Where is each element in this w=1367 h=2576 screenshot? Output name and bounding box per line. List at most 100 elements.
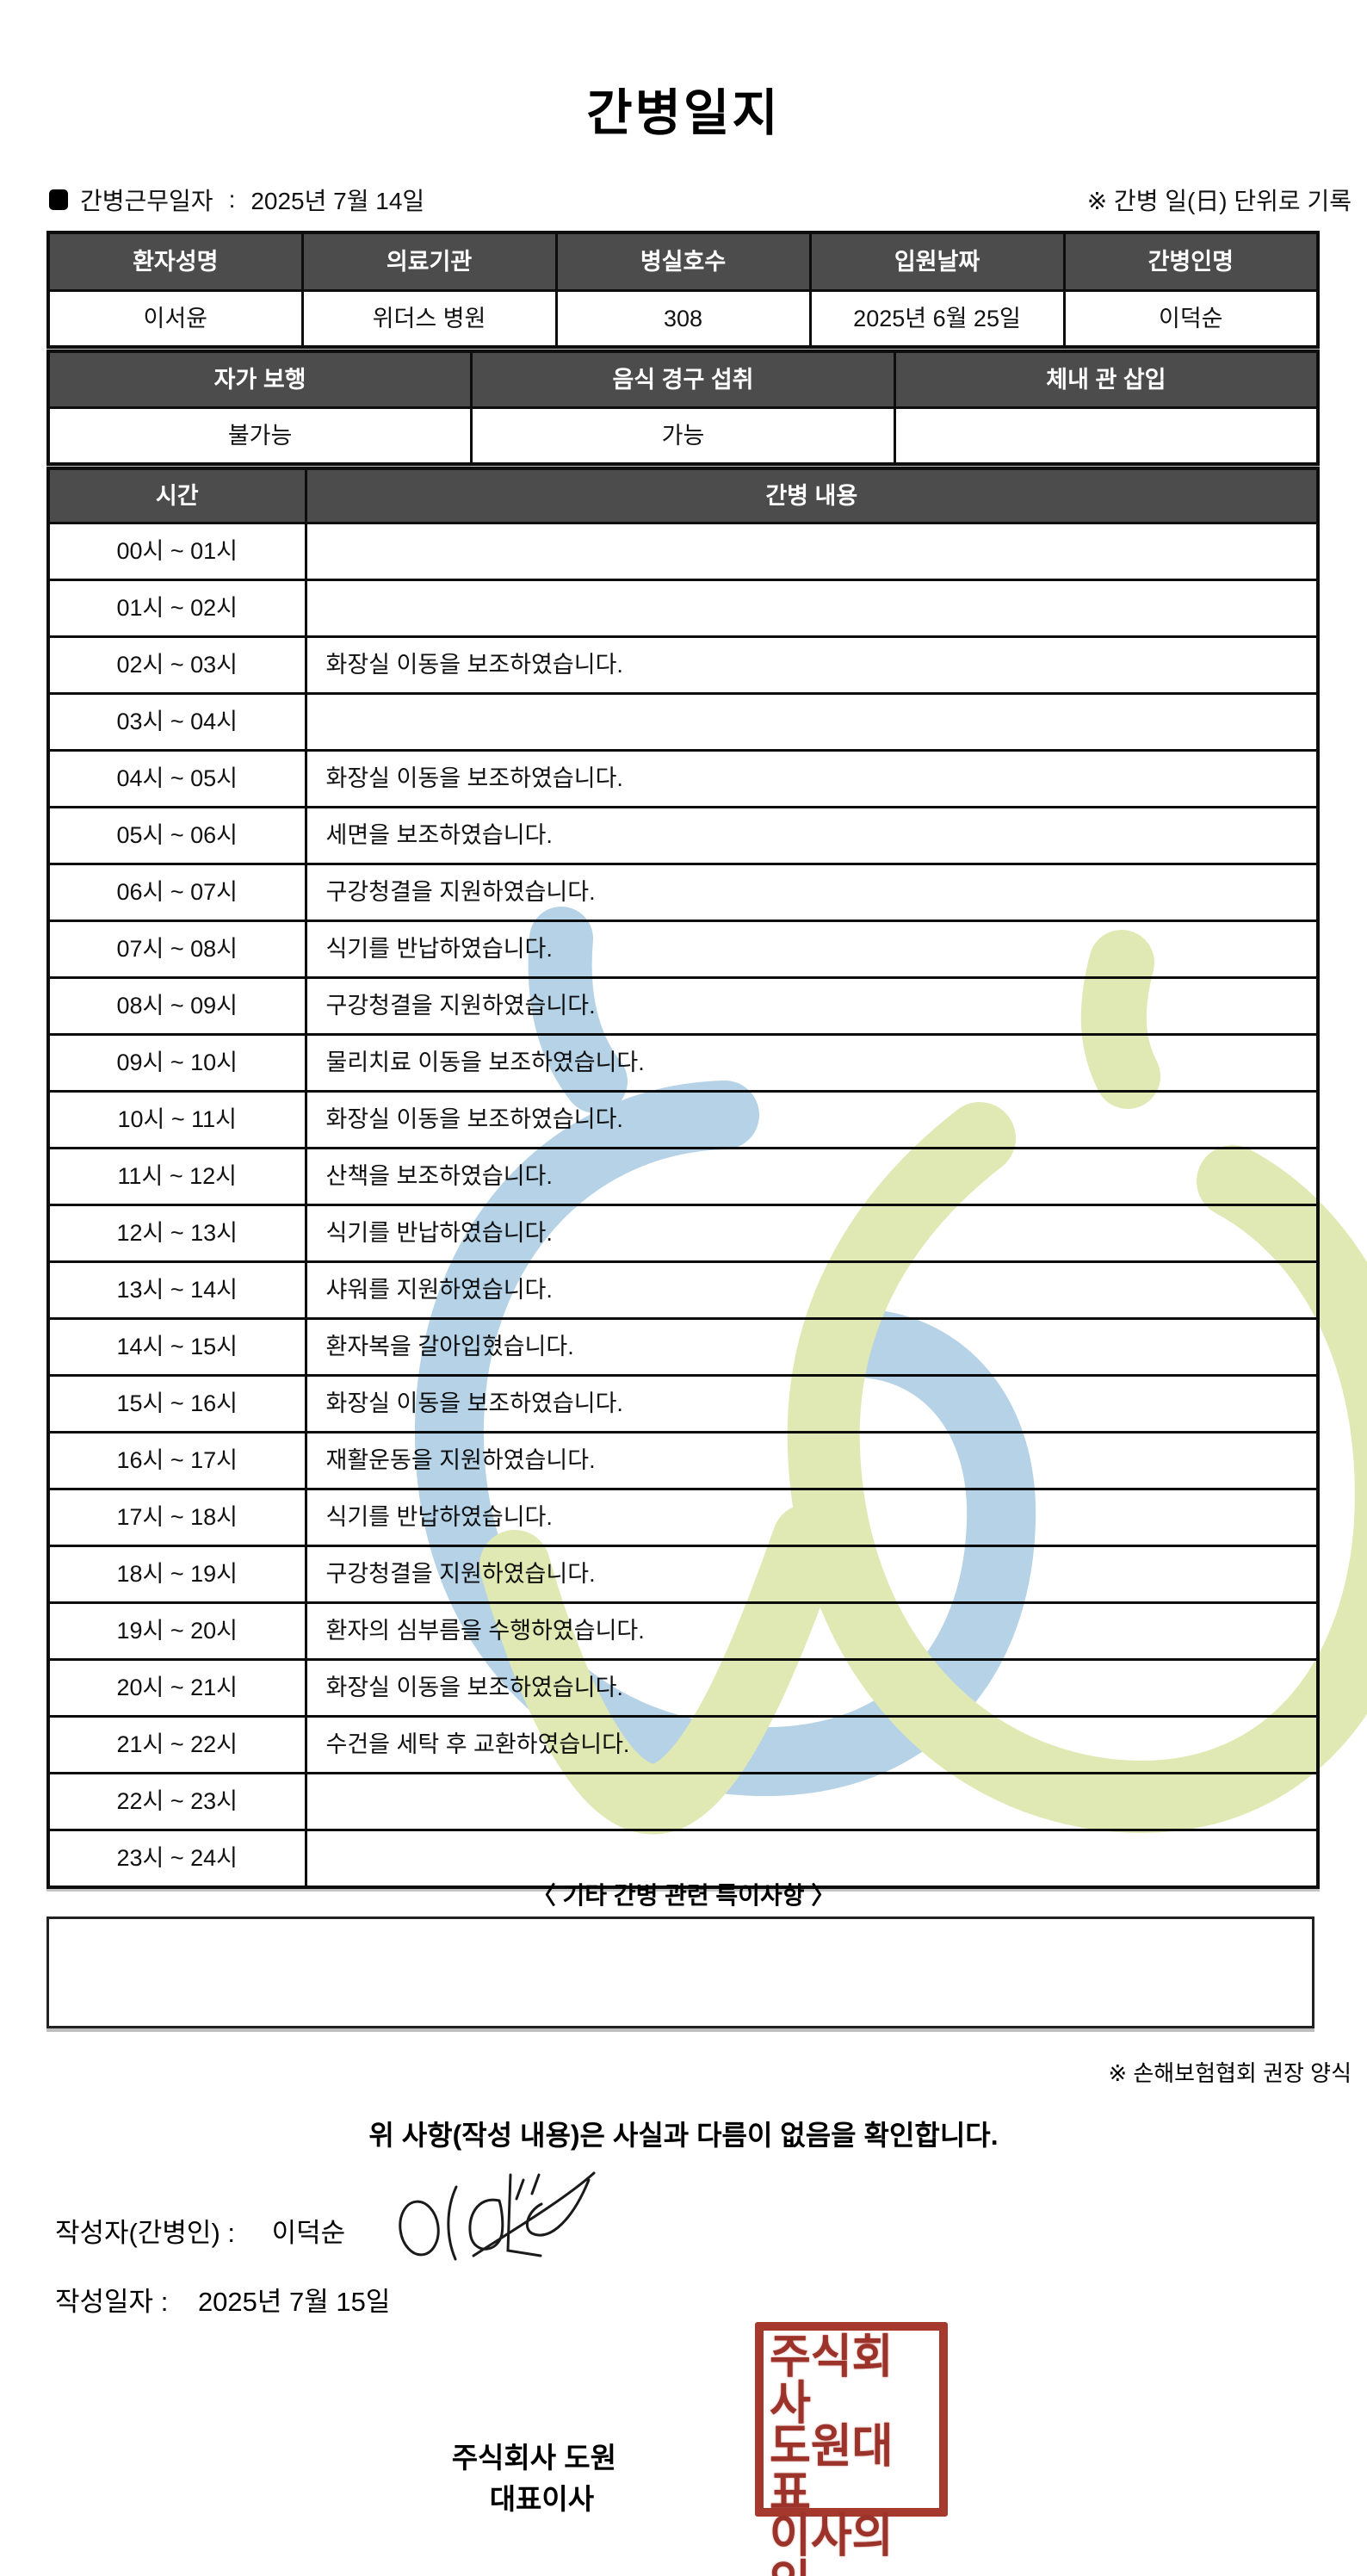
care-content	[304, 692, 1320, 752]
care-content: 화장실 이동을 보조하였습니다.	[304, 1658, 1320, 1718]
care-log-row: 15시 ~ 16시 화장실 이동을 보조하였습니다.	[46, 1374, 1320, 1434]
care-log-row: 22시 ~ 23시	[46, 1772, 1320, 1831]
tube-insertion-value	[893, 406, 1320, 466]
care-log-row: 23시 ~ 24시	[46, 1829, 1320, 1889]
patient-name-value: 이서윤	[46, 289, 304, 349]
care-content: 구강청결을 지원하였습니다.	[304, 863, 1320, 922]
table-row: 불가능 가능	[46, 406, 1320, 466]
care-log-row: 12시 ~ 13시 식기를 반납하였습니다.	[46, 1204, 1320, 1263]
time-slot: 20시 ~ 21시	[46, 1658, 307, 1718]
work-date-value: 2025년 7월 14일	[251, 188, 425, 214]
col-header-tube-insertion: 체내 관 삽입	[893, 350, 1320, 409]
time-slot: 13시 ~ 14시	[46, 1260, 307, 1320]
time-slot: 09시 ~ 10시	[46, 1033, 307, 1093]
care-content	[304, 522, 1320, 581]
corporate-seal-stamp: 주식회사 도원대표 이사의인	[755, 2322, 948, 2576]
care-log-row: 18시 ~ 19시 구강청결을 지원하였습니다.	[46, 1545, 1320, 1604]
col-header-caregiver-name: 간병인명	[1062, 231, 1320, 292]
care-content: 구강청결을 지원하였습니다.	[304, 1545, 1320, 1604]
time-slot: 02시 ~ 03시	[46, 635, 307, 695]
time-slot: 00시 ~ 01시	[46, 522, 307, 581]
care-content: 세면을 보조하였습니다.	[304, 806, 1320, 865]
ceo-title: 대표이사	[489, 2483, 595, 2515]
care-log-row: 00시 ~ 01시	[46, 522, 1320, 581]
time-slot: 14시 ~ 15시	[46, 1317, 307, 1377]
time-slot: 01시 ~ 02시	[46, 579, 307, 638]
care-content: 화장실 이동을 보조하였습니다.	[304, 635, 1320, 695]
time-slot: 11시 ~ 12시	[46, 1147, 307, 1206]
care-log-row: 07시 ~ 08시 식기를 반납하였습니다.	[46, 920, 1320, 979]
writer-name: 이덕순	[271, 2218, 346, 2248]
table-header-row: 시간 간병 내용	[46, 467, 1320, 524]
care-content	[304, 579, 1320, 638]
care-log-row: 04시 ~ 05시 화장실 이동을 보조하였습니다.	[46, 749, 1320, 808]
col-header-admission-date: 입원날짜	[808, 231, 1066, 292]
care-log-row: 21시 ~ 22시 수건을 세탁 후 교환하였습니다.	[46, 1715, 1320, 1774]
time-slot: 19시 ~ 20시	[46, 1601, 307, 1661]
special-notes-box	[46, 1917, 1314, 2028]
care-content: 물리치료 이동을 보조하였습니다.	[304, 1033, 1320, 1093]
admission-date-value: 2025년 6월 25일	[808, 289, 1066, 349]
special-notes-heading: 〈 기타 간병 관련 특이사항 〉	[531, 1882, 836, 1909]
time-slot: 05시 ~ 06시	[46, 806, 307, 865]
col-header-self-walking: 자가 보행	[46, 350, 473, 409]
time-slot: 04시 ~ 05시	[46, 749, 307, 808]
care-log-row: 08시 ~ 09시 구강청결을 지원하였습니다.	[46, 976, 1320, 1036]
page-title: 간병일지	[586, 85, 781, 141]
medical-institution-value: 위더스 병원	[300, 289, 558, 349]
work-date-separator: :	[228, 186, 236, 213]
meta-row: 간병근무일자 : 2025년 7월 14일 ※ 간병 일(日) 단위로 기록	[49, 183, 1352, 217]
company-name: 주식회사 도원	[451, 2442, 617, 2474]
care-content: 식기를 반납하였습니다.	[304, 1488, 1320, 1547]
col-header-oral-intake: 음식 경구 섭취	[470, 350, 896, 409]
caregiver-name-value: 이덕순	[1062, 289, 1320, 349]
time-slot: 06시 ~ 07시	[46, 863, 307, 922]
care-content: 환자복을 갈아입혔습니다.	[304, 1317, 1320, 1377]
care-log-row: 14시 ~ 15시 환자복을 갈아입혔습니다.	[46, 1317, 1320, 1377]
care-content: 화장실 이동을 보조하였습니다.	[304, 1374, 1320, 1434]
unit-note: ※ 간병 일(日) 단위로 기록	[1086, 188, 1352, 214]
care-content: 식기를 반납하였습니다.	[304, 920, 1320, 979]
care-content: 산책을 보조하였습니다.	[304, 1147, 1320, 1206]
care-log-row: 02시 ~ 03시 화장실 이동을 보조하였습니다.	[46, 635, 1320, 695]
seal-row-2: 도원대표	[770, 2420, 894, 2520]
time-slot: 12시 ~ 13시	[46, 1204, 307, 1263]
handwritten-signature	[399, 2171, 596, 2261]
care-log-row: 19시 ~ 20시 환자의 심부름을 수행하였습니다.	[46, 1601, 1320, 1661]
care-log-row: 13시 ~ 14시 샤워를 지원하였습니다.	[46, 1260, 1320, 1320]
time-slot: 22시 ~ 23시	[46, 1772, 307, 1831]
time-slot: 07시 ~ 08시	[46, 920, 307, 979]
condition-table: 자가 보행 음식 경구 섭취 체내 관 삽입 불가능 가능	[46, 350, 1320, 466]
recommended-form-note: ※ 손해보험협회 권장 양식	[1108, 2060, 1352, 2086]
care-log-row: 16시 ~ 17시 재활운동을 지원하였습니다.	[46, 1431, 1320, 1490]
care-content: 샤워를 지원하였습니다.	[304, 1260, 1320, 1320]
col-header-room-number: 병실호수	[554, 231, 812, 292]
table-header-row: 환자성명 의료기관 병실호수 입원날짜 간병인명	[46, 231, 1320, 292]
care-log-row: 06시 ~ 07시 구강청결을 지원하였습니다.	[46, 863, 1320, 922]
time-slot: 15시 ~ 16시	[46, 1374, 307, 1434]
seal-row-3: 이사의인	[770, 2510, 894, 2576]
care-log-row: 01시 ~ 02시	[46, 579, 1320, 638]
care-log-table: 시간 간병 내용 00시 ~ 01시 01시 ~ 02시 02시 ~ 03시 화장…	[46, 467, 1320, 1889]
care-log-row: 09시 ~ 10시 물리치료 이동을 보조하였습니다.	[46, 1033, 1320, 1093]
time-slot: 23시 ~ 24시	[46, 1829, 307, 1889]
time-slot: 08시 ~ 09시	[46, 976, 307, 1036]
written-date-value: 2025년 7월 15일	[197, 2287, 391, 2317]
care-content: 재활운동을 지원하였습니다.	[304, 1431, 1320, 1490]
time-slot: 18시 ~ 19시	[46, 1545, 307, 1604]
work-date-line: 간병근무일자 : 2025년 7월 14일	[49, 183, 424, 217]
oral-intake-value: 가능	[470, 406, 896, 466]
time-slot: 10시 ~ 11시	[46, 1090, 307, 1149]
care-content: 화장실 이동을 보조하였습니다.	[304, 749, 1320, 808]
col-header-care-content: 간병 내용	[304, 467, 1320, 524]
time-slot: 03시 ~ 04시	[46, 692, 307, 752]
self-walking-value: 불가능	[46, 406, 473, 466]
company-line: 주식회사 도원 대표이사	[420, 2402, 616, 2550]
writer-label: 작성자(간병인) :	[55, 2218, 235, 2248]
time-slot: 16시 ~ 17시	[46, 1431, 307, 1490]
care-content: 환자의 심부름을 수행하였습니다.	[304, 1601, 1320, 1661]
care-content: 수건을 세탁 후 교환하였습니다.	[304, 1715, 1320, 1774]
square-bullet-icon	[49, 189, 68, 210]
care-log-row: 17시 ~ 18시 식기를 반납하였습니다.	[46, 1488, 1320, 1547]
confirmation-statement: 위 사항(작성 내용)은 사실과 다름이 없음을 확인합니다.	[368, 2120, 999, 2151]
